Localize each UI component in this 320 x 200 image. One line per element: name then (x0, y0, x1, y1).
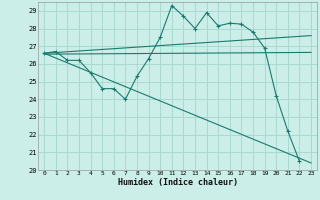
X-axis label: Humidex (Indice chaleur): Humidex (Indice chaleur) (118, 178, 238, 187)
